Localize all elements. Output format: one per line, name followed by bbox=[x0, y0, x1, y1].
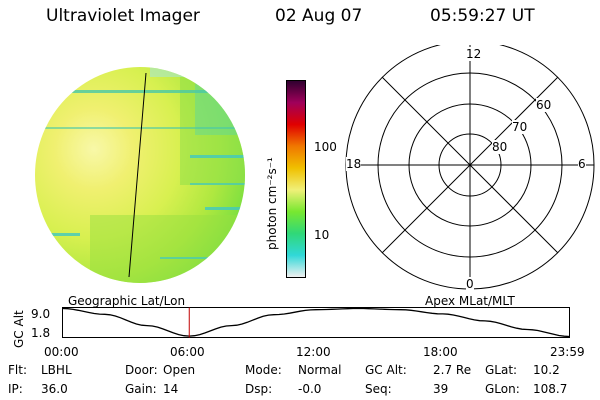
x-tick-0000: 00:00 bbox=[44, 345, 79, 359]
info-key: GC Alt: bbox=[365, 363, 407, 377]
time-label: 05:59:27 UT bbox=[430, 6, 535, 26]
info-key: Door: bbox=[125, 363, 158, 377]
auroral-image bbox=[35, 67, 245, 283]
info-key: IP: bbox=[8, 382, 23, 396]
altitude-plot-frame bbox=[62, 307, 570, 338]
mlt-label-18: 18 bbox=[346, 157, 362, 171]
info-key: Gain: bbox=[125, 382, 157, 396]
info-value: 2.7 Re bbox=[433, 363, 472, 377]
colorbar-unit-label: photon cm⁻²s⁻¹ bbox=[265, 157, 279, 250]
altitude-series-line bbox=[62, 307, 570, 338]
apex-label: Apex MLat/MLT bbox=[425, 294, 515, 308]
info-value: 39 bbox=[433, 382, 449, 396]
info-value: 108.7 bbox=[533, 382, 568, 396]
info-key: Mode: bbox=[245, 363, 282, 377]
date-label: 02 Aug 07 bbox=[275, 6, 363, 26]
instrument-title: Ultraviolet Imager bbox=[46, 6, 200, 26]
info-value: LBHL bbox=[41, 363, 72, 377]
terminator-line bbox=[128, 72, 147, 278]
info-row-1: Flt: LBHL Door: Open Mode: Normal GC Alt: 2.7 R… bbox=[8, 363, 598, 379]
info-key: GLat: bbox=[485, 363, 518, 377]
colorbar bbox=[286, 80, 306, 278]
info-key: Seq: bbox=[365, 382, 392, 396]
info-value: 14 bbox=[163, 382, 179, 396]
lat-label-70: 70 bbox=[512, 120, 528, 134]
x-tick-1800: 18:00 bbox=[423, 345, 458, 359]
info-value: -0.0 bbox=[298, 382, 322, 396]
x-tick-0600: 06:00 bbox=[170, 345, 205, 359]
x-tick-1200: 12:00 bbox=[296, 345, 331, 359]
x-tick-2359: 23:59 bbox=[550, 345, 585, 359]
info-key: GLon: bbox=[485, 382, 520, 396]
info-value: Normal bbox=[298, 363, 342, 377]
info-row-2: IP: 36.0 Gain: 14 Dsp: -0.0 Seq: 39 GLon: 108.7 bbox=[8, 382, 598, 398]
lat-label-60: 60 bbox=[536, 98, 552, 112]
info-value: Open bbox=[163, 363, 196, 377]
colorbar-tick-10: 10 bbox=[314, 228, 330, 242]
colorbar-tick-100: 100 bbox=[314, 140, 337, 154]
info-value: 10.2 bbox=[533, 363, 560, 377]
altitude-axis-label: GC Alt bbox=[12, 310, 26, 348]
altitude-plot bbox=[62, 307, 570, 338]
mlt-label-12: 12 bbox=[466, 47, 482, 61]
mlt-label-0: 0 bbox=[466, 277, 474, 291]
info-key: Flt: bbox=[8, 363, 27, 377]
info-value: 36.0 bbox=[41, 382, 68, 396]
info-key: Dsp: bbox=[245, 382, 273, 396]
lat-label-80: 80 bbox=[492, 140, 508, 154]
mlt-label-6: 6 bbox=[578, 157, 586, 171]
geographic-label: Geographic Lat/Lon bbox=[68, 294, 186, 308]
polar-plot bbox=[345, 45, 595, 290]
altitude-tick-max: 9.0 bbox=[31, 307, 51, 321]
altitude-tick-min: 1.8 bbox=[31, 326, 51, 340]
